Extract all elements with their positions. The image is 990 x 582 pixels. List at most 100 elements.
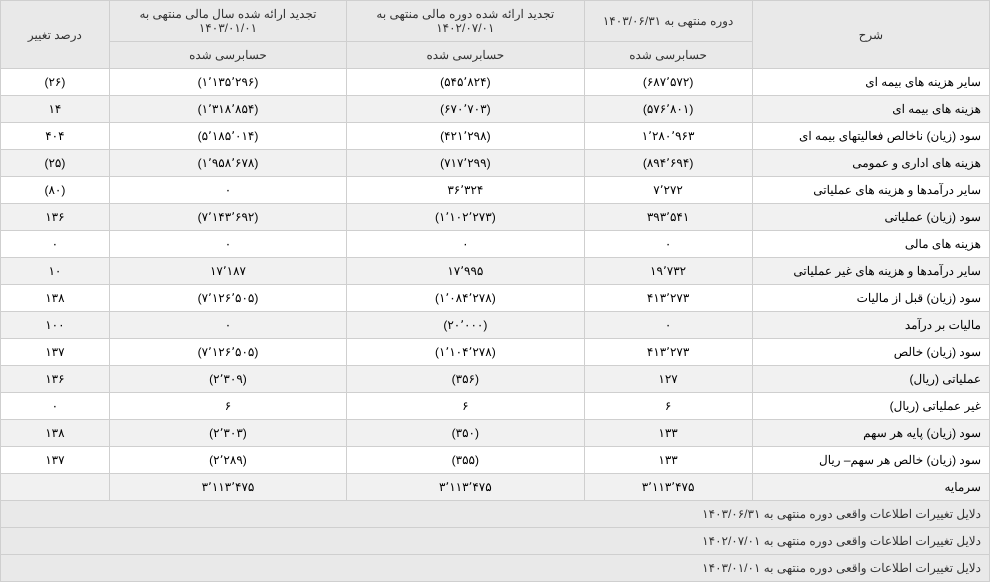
- cell-desc: سایر درآمدها و هزینه های غیر عملیاتی: [752, 258, 989, 285]
- cell-desc: غیر عملیاتی (ریال): [752, 393, 989, 420]
- header-restated-year: تجدید ارائه شده سال مالی منتهی به ۱۴۰۳/۰…: [109, 1, 346, 42]
- cell-change: (۲۵): [1, 150, 110, 177]
- table-row: هزینه های اداری و عمومی(۸۹۴٬۶۹۴)(۷۱۷٬۲۹۹…: [1, 150, 990, 177]
- cell-restated-year: (۵٬۱۸۵٬۰۱۴): [109, 123, 346, 150]
- table-row: سایر درآمدها و هزینه های عملیاتی۷٬۲۷۲۳۶٬…: [1, 177, 990, 204]
- cell-restated-period: (۱٬۱۰۴٬۲۷۸): [347, 339, 584, 366]
- cell-restated-year: ۰: [109, 177, 346, 204]
- header-audited-3: حسابرسی شده: [109, 42, 346, 69]
- cell-restated-period: ۰: [347, 231, 584, 258]
- cell-restated-period: (۱٬۱۰۲٬۲۷۳): [347, 204, 584, 231]
- cell-restated-period: (۱٬۰۸۴٬۲۷۸): [347, 285, 584, 312]
- table-row: سایر درآمدها و هزینه های غیر عملیاتی۱۹٬۷…: [1, 258, 990, 285]
- table-row: سود (زیان) عملیاتی۳۹۳٬۵۴۱(۱٬۱۰۲٬۲۷۳)(۷٬۱…: [1, 204, 990, 231]
- cell-restated-period: (۳۵۵): [347, 447, 584, 474]
- cell-restated-period: (۳۵۶): [347, 366, 584, 393]
- cell-restated-year: (۲٬۳۰۹): [109, 366, 346, 393]
- cell-change: ۱۳۷: [1, 339, 110, 366]
- cell-restated-year: ۳٬۱۱۳٬۴۷۵: [109, 474, 346, 501]
- header-restated-period: تجدید ارائه شده دوره مالی منتهی به ۱۴۰۲/…: [347, 1, 584, 42]
- cell-change: ۱۳۷: [1, 447, 110, 474]
- footnote-text: دلایل تغییرات اطلاعات واقعی دوره منتهی ب…: [1, 555, 990, 582]
- table-body: سایر هزینه های بیمه ای(۶۸۷٬۵۷۲)(۵۴۵٬۸۲۴)…: [1, 69, 990, 582]
- cell-restated-period: (۴۲۱٬۲۹۸): [347, 123, 584, 150]
- cell-change: ۱۳۶: [1, 366, 110, 393]
- header-audited-1: حسابرسی شده: [584, 42, 752, 69]
- cell-change: (۲۶): [1, 69, 110, 96]
- cell-change: ۴۰۴: [1, 123, 110, 150]
- cell-restated-period: ۳۶٬۳۲۴: [347, 177, 584, 204]
- footnote-row: دلایل تغییرات اطلاعات واقعی دوره منتهی ب…: [1, 528, 990, 555]
- cell-desc: سود (زیان) خالص: [752, 339, 989, 366]
- footnote-row: دلایل تغییرات اطلاعات واقعی دوره منتهی ب…: [1, 501, 990, 528]
- cell-desc: هزینه های مالی: [752, 231, 989, 258]
- cell-period: ۷٬۲۷۲: [584, 177, 752, 204]
- table-row: سایر هزینه های بیمه ای(۶۸۷٬۵۷۲)(۵۴۵٬۸۲۴)…: [1, 69, 990, 96]
- cell-restated-year: (۲٬۳۰۳): [109, 420, 346, 447]
- table-row: هزینه های بیمه ای(۵۷۶٬۸۰۱)(۶۷۰٬۷۰۳)(۱٬۳۱…: [1, 96, 990, 123]
- cell-desc: سود (زیان) ناخالص فعالیتهای بیمه ای: [752, 123, 989, 150]
- cell-period: ۳٬۱۱۳٬۴۷۵: [584, 474, 752, 501]
- cell-period: ۱۳۳: [584, 420, 752, 447]
- table-header: شرح دوره منتهی به ۱۴۰۳/۰۶/۳۱ تجدید ارائه…: [1, 1, 990, 69]
- cell-desc: سود (زیان) پایه هر سهم: [752, 420, 989, 447]
- table-row: سود (زیان) ناخالص فعالیتهای بیمه ای۱٬۲۸۰…: [1, 123, 990, 150]
- cell-restated-period: ۳٬۱۱۳٬۴۷۵: [347, 474, 584, 501]
- cell-desc: سایر درآمدها و هزینه های عملیاتی: [752, 177, 989, 204]
- cell-restated-period: (۳۵۰): [347, 420, 584, 447]
- table-row: سرمایه۳٬۱۱۳٬۴۷۵۳٬۱۱۳٬۴۷۵۳٬۱۱۳٬۴۷۵: [1, 474, 990, 501]
- cell-restated-year: ۱۷٬۱۸۷: [109, 258, 346, 285]
- financial-table: شرح دوره منتهی به ۱۴۰۳/۰۶/۳۱ تجدید ارائه…: [0, 0, 990, 582]
- cell-restated-year: (۷٬۱۲۶٬۵۰۵): [109, 339, 346, 366]
- header-audited-2: حسابرسی شده: [347, 42, 584, 69]
- cell-change: ۱۳۸: [1, 420, 110, 447]
- footnote-text: دلایل تغییرات اطلاعات واقعی دوره منتهی ب…: [1, 528, 990, 555]
- header-period: دوره منتهی به ۱۴۰۳/۰۶/۳۱: [584, 1, 752, 42]
- cell-change: ۱۳۶: [1, 204, 110, 231]
- cell-desc: هزینه های اداری و عمومی: [752, 150, 989, 177]
- cell-period: ۱۲۷: [584, 366, 752, 393]
- cell-restated-period: (۷۱۷٬۲۹۹): [347, 150, 584, 177]
- cell-restated-year: ۶: [109, 393, 346, 420]
- table-row: سود (زیان) پایه هر سهم۱۳۳(۳۵۰)(۲٬۳۰۳)۱۳۸: [1, 420, 990, 447]
- cell-restated-period: (۵۴۵٬۸۲۴): [347, 69, 584, 96]
- cell-desc: هزینه های بیمه ای: [752, 96, 989, 123]
- footnote-text: دلایل تغییرات اطلاعات واقعی دوره منتهی ب…: [1, 501, 990, 528]
- cell-period: ۱۹٬۷۳۲: [584, 258, 752, 285]
- cell-desc: سایر هزینه های بیمه ای: [752, 69, 989, 96]
- cell-restated-year: ۰: [109, 231, 346, 258]
- cell-restated-year: (۱٬۹۵۸٬۶۷۸): [109, 150, 346, 177]
- cell-restated-year: (۱٬۳۱۸٬۸۵۴): [109, 96, 346, 123]
- cell-change: ۱۴: [1, 96, 110, 123]
- table-row: عملیاتی (ریال)۱۲۷(۳۵۶)(۲٬۳۰۹)۱۳۶: [1, 366, 990, 393]
- cell-change: ۰: [1, 393, 110, 420]
- cell-restated-year: (۲٬۲۸۹): [109, 447, 346, 474]
- cell-restated-year: (۷٬۱۴۳٬۶۹۲): [109, 204, 346, 231]
- cell-restated-period: (۲۰٬۰۰۰): [347, 312, 584, 339]
- cell-period: ۱۳۳: [584, 447, 752, 474]
- table-row: هزینه های مالی۰۰۰۰: [1, 231, 990, 258]
- table-row: مالیات بر درآمد۰(۲۰٬۰۰۰)۰۱۰۰: [1, 312, 990, 339]
- cell-change: ۱۰۰: [1, 312, 110, 339]
- cell-desc: عملیاتی (ریال): [752, 366, 989, 393]
- table-row: سود (زیان) خالص هر سهم– ریال۱۳۳(۳۵۵)(۲٬۲…: [1, 447, 990, 474]
- cell-period: ۴۱۳٬۲۷۳: [584, 339, 752, 366]
- cell-restated-period: (۶۷۰٬۷۰۳): [347, 96, 584, 123]
- cell-period: (۸۹۴٬۶۹۴): [584, 150, 752, 177]
- cell-desc: سود (زیان) قبل از مالیات: [752, 285, 989, 312]
- cell-change: (۸۰): [1, 177, 110, 204]
- cell-change: ۰: [1, 231, 110, 258]
- cell-period: ۰: [584, 231, 752, 258]
- cell-change: ۱۰: [1, 258, 110, 285]
- header-desc: شرح: [752, 1, 989, 69]
- cell-desc: سود (زیان) خالص هر سهم– ریال: [752, 447, 989, 474]
- cell-period: (۵۷۶٬۸۰۱): [584, 96, 752, 123]
- header-change: درصد تغییر: [1, 1, 110, 69]
- cell-desc: سود (زیان) عملیاتی: [752, 204, 989, 231]
- cell-restated-period: ۱۷٬۹۹۵: [347, 258, 584, 285]
- cell-period: ۰: [584, 312, 752, 339]
- cell-desc: مالیات بر درآمد: [752, 312, 989, 339]
- cell-desc: سرمایه: [752, 474, 989, 501]
- cell-period: ۳۹۳٬۵۴۱: [584, 204, 752, 231]
- cell-restated-year: (۱٬۱۳۵٬۲۹۶): [109, 69, 346, 96]
